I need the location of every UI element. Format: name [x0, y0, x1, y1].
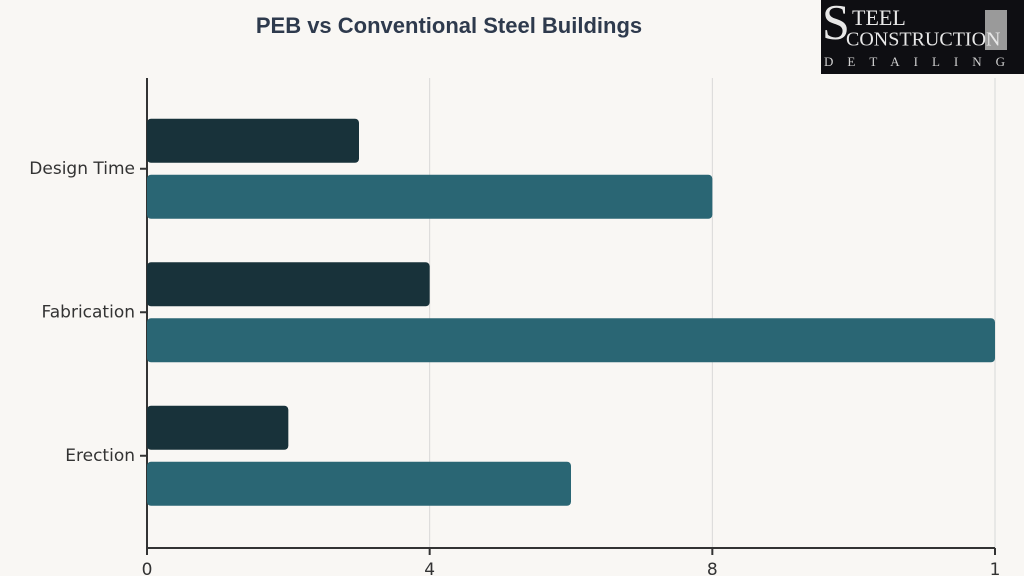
y-tick-label: Erection [65, 446, 135, 466]
bar [147, 118, 359, 163]
x-tick-label: 4 [424, 560, 435, 576]
logo-beam [985, 10, 1007, 50]
x-tick-label: 8 [707, 560, 718, 576]
logo-line3: DETAILING [824, 54, 1019, 69]
bar [147, 405, 289, 450]
bar [147, 262, 430, 307]
x-tick-label: 0 [142, 560, 153, 576]
logo: S TEEL CONSTRUCTION DETAILING [821, 0, 1024, 74]
bar [147, 174, 713, 219]
logo-initial: S [822, 0, 850, 49]
logo-line2: CONSTRUCTION [846, 29, 1000, 51]
logo-line1: TEEL [852, 5, 906, 30]
y-tick-label: Fabrication [42, 302, 135, 322]
y-tick-label: Design Time [29, 159, 135, 179]
bar [147, 461, 571, 506]
x-tick-label: 1 [990, 560, 1001, 576]
bar [147, 318, 995, 363]
chart-title: PEB vs Conventional Steel Buildings [256, 13, 642, 38]
